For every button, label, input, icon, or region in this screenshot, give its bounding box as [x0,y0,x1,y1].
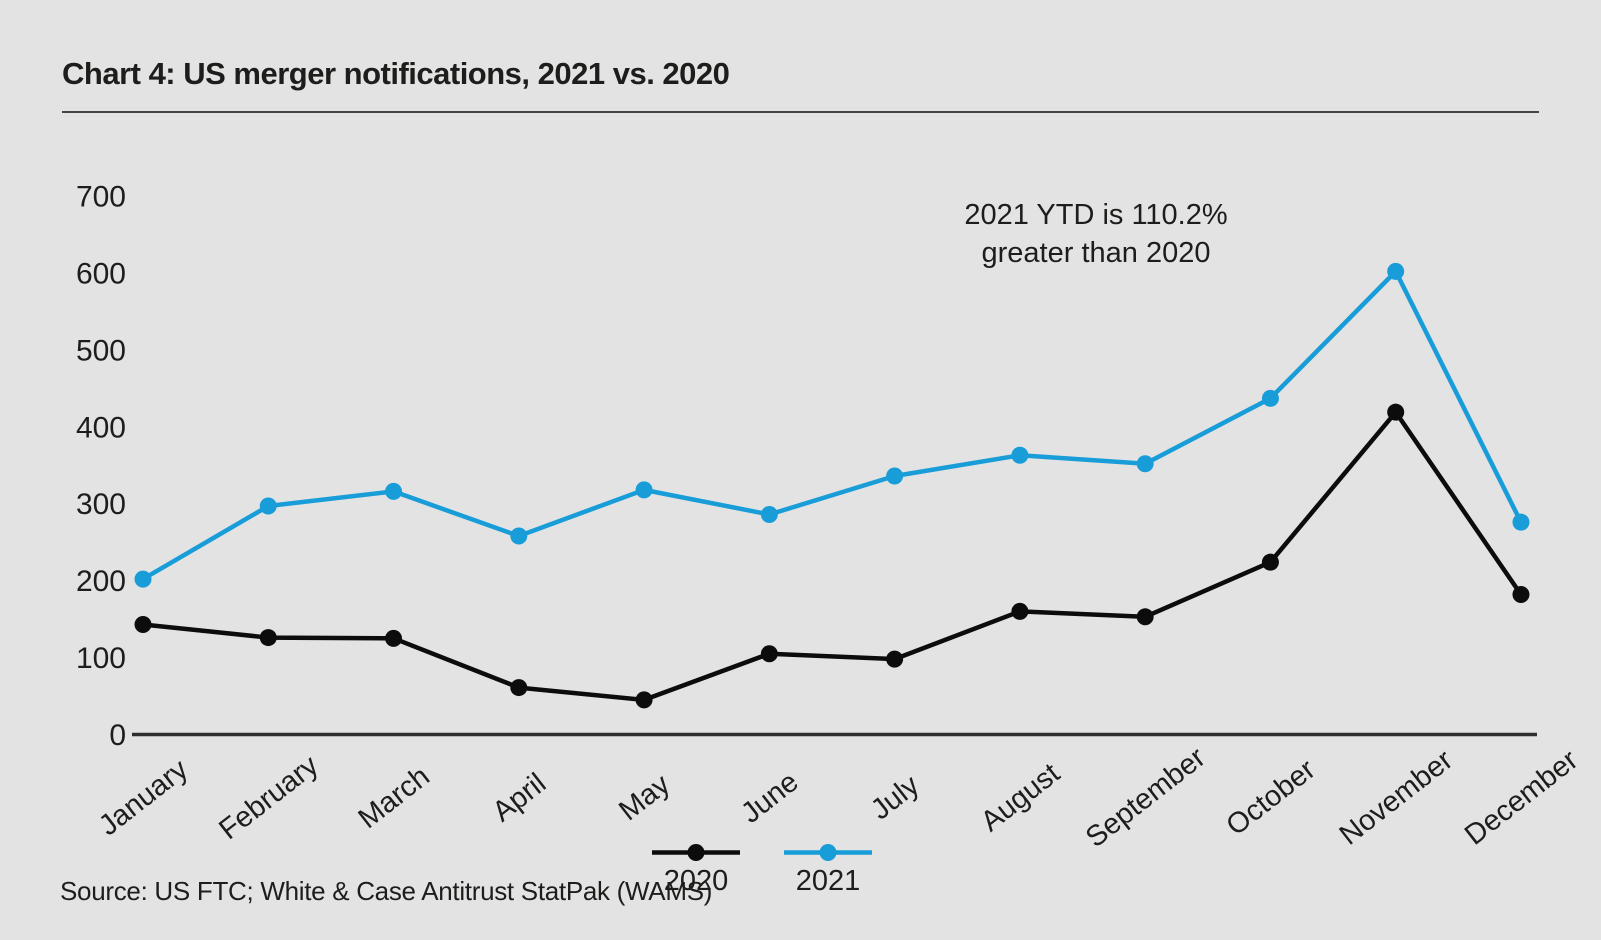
y-axis-tick-label: 0 [109,719,126,752]
legend-entry-2021: 2021 [784,843,872,898]
data-point-2021-October [1261,389,1279,407]
legend-entry-2020: 2020 [652,843,740,898]
y-axis-tick-label: 500 [76,334,126,367]
x-axis-tick-label: February [213,749,325,846]
x-axis-tick-label: October [1221,753,1322,842]
series-line-2021 [141,269,1523,582]
x-axis-tick-label: April [487,767,552,828]
data-point-2020-January [134,615,152,633]
x-axis-tick-label: July [865,769,926,826]
y-axis-tick-label: 300 [76,488,126,521]
data-point-2021-May [635,481,653,499]
title-divider [62,111,1539,113]
data-point-2021-November [1387,262,1405,280]
x-axis-tick-label: June [735,766,804,830]
data-point-2021-June [760,505,778,523]
y-axis-tick-label: 100 [76,642,126,675]
x-axis-tick-label: September [1080,741,1212,854]
data-point-2020-December [1512,585,1530,603]
x-axis-tick-label: August [975,757,1066,838]
data-point-2021-September [1136,455,1154,473]
legend-swatch-2021 [784,844,872,861]
legend-dot-2021 [819,844,837,861]
legend-dot-2020 [687,844,705,861]
chart-title: Chart 4: US merger notifications, 2021 v… [62,56,730,91]
data-point-2020-April [510,679,528,697]
data-point-2020-February [259,629,277,647]
data-point-2021-July [886,467,904,485]
source-note: Source: US FTC; White & Case Antitrust S… [60,876,713,906]
legend-label-2021: 2021 [795,865,861,897]
chart-legend: 2020 2021 [652,843,872,898]
data-point-2020-March [385,629,403,647]
data-point-2020-August [1011,602,1029,620]
data-point-2021-February [259,497,277,515]
legend-label-2020: 2020 [663,865,729,897]
y-axis-tick-label: 400 [76,411,126,444]
data-point-2021-December [1512,513,1530,531]
y-axis-tick-label: 200 [76,565,126,598]
x-axis-tick-label: December [1459,744,1584,852]
series-line-2020 [142,409,1523,703]
legend-swatch-2020 [652,844,740,861]
y-axis-tick-label: 600 [76,257,126,290]
data-point-2021-January [134,570,152,588]
y-axis-tick-label: 700 [76,181,126,214]
data-point-2021-April [510,527,528,545]
data-point-2020-November [1387,403,1405,421]
data-point-2020-May [635,691,653,709]
data-point-2020-July [886,650,904,668]
x-axis-tick-label: January [93,753,194,842]
data-point-2021-March [385,482,403,500]
x-axis-tick-label: March [353,760,436,835]
data-point-2020-September [1136,608,1154,626]
chart-annotation: 2021 YTD is 110.2% greater than 2020 [906,196,1286,272]
data-point-2020-June [760,645,778,663]
data-point-2021-August [1011,446,1029,464]
x-axis-tick-label: May [613,768,676,827]
annotation-line-1: 2021 YTD is 110.2% [964,199,1228,231]
annotation-line-2: greater than 2020 [981,237,1211,269]
data-point-2020-October [1261,553,1279,571]
x-axis-tick-label: November [1334,744,1459,852]
